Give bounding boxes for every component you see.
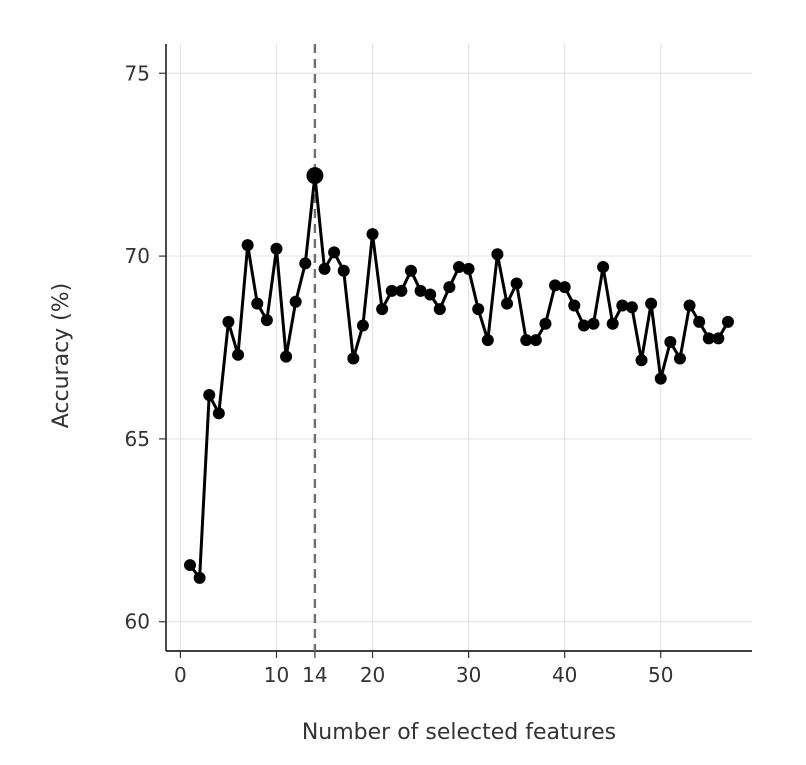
data-point xyxy=(251,297,264,310)
data-point xyxy=(683,299,696,312)
data-point xyxy=(549,279,562,292)
data-point xyxy=(625,301,638,314)
data-point xyxy=(712,332,725,345)
series-layer xyxy=(184,167,734,584)
y-tick-label: 65 xyxy=(125,427,150,451)
x-tick-label: 20 xyxy=(360,663,385,687)
data-point xyxy=(721,315,734,328)
data-point xyxy=(673,352,686,365)
data-point xyxy=(702,332,715,345)
data-point xyxy=(328,246,341,259)
label-layer: 60 65 70 75 0 10 14 20 30 40 50 xyxy=(125,61,674,687)
x-axis-title: Number of selected features xyxy=(302,720,616,745)
data-point xyxy=(616,299,629,312)
data-point xyxy=(510,277,523,290)
data-point xyxy=(212,407,225,420)
data-point xyxy=(539,317,552,330)
data-point xyxy=(577,319,590,332)
data-point xyxy=(424,288,437,301)
data-point xyxy=(193,571,206,584)
data-point xyxy=(597,261,610,274)
data-point xyxy=(232,348,245,361)
data-point xyxy=(558,281,571,294)
y-tick-label: 70 xyxy=(125,244,150,268)
data-point xyxy=(337,264,350,277)
data-point xyxy=(491,248,504,261)
data-point xyxy=(472,303,485,316)
y-axis-title: Accuracy (%) xyxy=(49,283,74,429)
data-point xyxy=(385,284,398,297)
x-tick-label: 14 xyxy=(302,663,327,687)
series-line xyxy=(188,174,730,580)
data-point xyxy=(203,389,216,402)
data-point xyxy=(481,334,494,347)
data-point xyxy=(501,297,514,310)
data-point xyxy=(404,264,417,277)
data-point xyxy=(356,319,369,332)
data-point xyxy=(318,262,331,275)
grid-layer xyxy=(166,44,752,651)
data-point xyxy=(606,317,619,330)
data-point xyxy=(347,352,360,365)
data-point xyxy=(645,297,658,310)
data-point xyxy=(568,299,581,312)
data-point xyxy=(433,303,446,316)
data-point xyxy=(376,303,389,316)
data-point xyxy=(395,284,408,297)
data-point xyxy=(366,228,379,241)
data-point xyxy=(453,261,465,274)
y-tick-label: 60 xyxy=(125,610,150,634)
y-tick-label: 75 xyxy=(125,61,150,85)
data-point xyxy=(414,284,427,297)
data-point xyxy=(241,239,254,252)
data-point xyxy=(443,281,456,294)
data-point xyxy=(529,334,542,347)
data-point xyxy=(520,334,533,347)
x-tick-label: 40 xyxy=(552,663,577,687)
data-point xyxy=(289,295,302,308)
data-point xyxy=(462,262,475,275)
x-tick-label: 30 xyxy=(456,663,481,687)
data-point xyxy=(664,336,677,349)
x-tick-label: 0 xyxy=(174,663,187,687)
data-point xyxy=(654,372,667,385)
data-point xyxy=(635,354,648,367)
highlight-point xyxy=(306,167,324,185)
data-point xyxy=(280,350,293,363)
x-tick-label: 10 xyxy=(264,663,289,687)
data-point xyxy=(184,559,197,572)
data-point xyxy=(270,242,283,255)
data-point xyxy=(299,257,312,270)
data-point xyxy=(693,315,706,328)
data-point xyxy=(587,317,600,330)
axis-layer xyxy=(159,44,752,658)
x-tick-label: 50 xyxy=(648,663,673,687)
data-point xyxy=(260,314,273,327)
data-point xyxy=(222,315,235,328)
